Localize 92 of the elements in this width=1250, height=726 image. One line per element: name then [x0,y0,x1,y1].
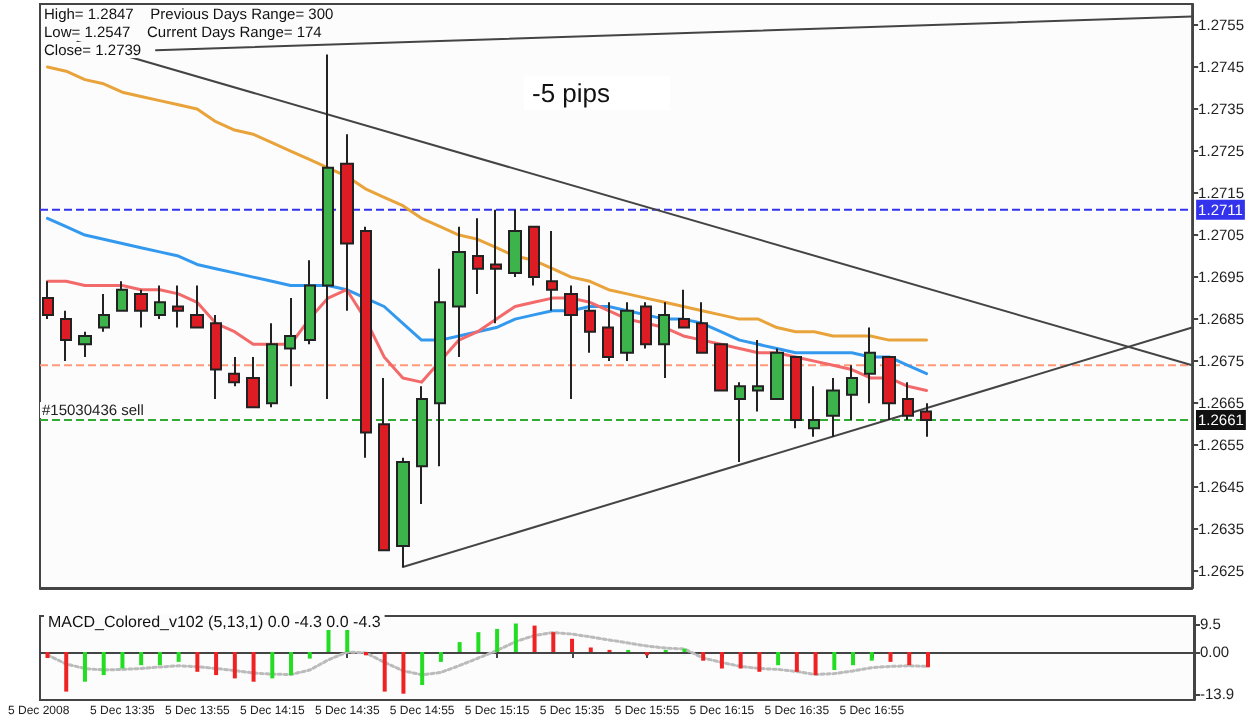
bar [757,652,762,672]
bar [813,652,818,676]
bar [82,652,87,682]
candlestick [584,284,596,354]
candlestick [340,133,354,312]
candlestick [528,225,540,287]
bar [120,652,125,669]
bar [401,652,406,694]
line-series [45,216,929,376]
bar [270,652,275,679]
candlestick [416,385,428,505]
candlestick [98,292,110,333]
bar [513,623,518,652]
candlestick [284,297,296,388]
candlestick [620,301,634,363]
candlestick [882,355,896,421]
bar [476,632,481,652]
candlestick [228,355,240,388]
candlestick [826,376,840,438]
bar [64,652,69,692]
bar [701,652,706,661]
candlestick [360,225,372,459]
candlestick [78,330,92,358]
candlestick [902,381,914,421]
bar [157,652,162,666]
bar [888,652,893,662]
bar [251,652,256,682]
candlestick [790,355,802,430]
bar [195,652,200,672]
line-series [45,65,929,342]
chart-title: MACD_Colored_v102 (5,13,1) 0.0 -4.3 0.0 -4.3 [48,613,382,631]
candlestick [602,301,614,363]
bar [907,652,912,666]
bar [232,652,237,679]
candlestick [472,217,484,295]
bar [307,652,312,659]
candlestick [640,301,652,350]
annotation: -5 pips [532,78,612,108]
candlestick [42,280,54,321]
candlestick [752,339,764,413]
candlestick [864,326,876,405]
bar [551,632,556,652]
candlestick [846,364,858,421]
line-series [45,631,930,677]
candlestick [396,456,410,568]
candlestick [134,288,148,329]
bar [420,652,425,685]
candlestick [808,385,820,438]
bar [851,652,856,666]
candlestick [172,284,184,329]
bar [925,652,930,668]
bar [139,652,144,666]
candlestick [246,355,260,409]
bar [382,652,387,692]
candlestick [658,301,670,379]
candlestick [116,280,128,312]
bar [570,638,575,652]
candlestick [378,376,390,552]
candlestick [154,284,166,321]
bar [457,642,462,652]
candlestick [678,288,690,329]
bar [495,628,500,652]
bar [532,625,537,652]
candlestick [508,208,522,279]
candlestick [770,347,784,400]
bar [101,652,106,676]
bar [45,652,50,658]
bar [719,652,724,669]
candlestick [60,309,72,363]
candlestick [920,402,932,438]
bar [214,652,219,676]
candlestick [564,284,578,400]
candlestick [714,343,728,392]
bar [832,652,837,670]
candlestick [190,284,204,329]
candlestick [434,267,446,468]
candlestick [452,225,466,358]
candlestick [696,301,708,354]
bar [776,652,781,666]
bar [438,652,443,662]
bar [289,652,294,676]
candlestick [546,229,558,312]
bar [794,652,799,672]
bar [176,652,181,662]
bar [738,652,743,669]
candlestick [304,259,316,346]
candlestick [266,322,278,409]
candlestick [210,313,222,400]
candlestick [734,381,746,463]
candlestick [322,53,334,400]
line-series [45,279,929,393]
candlestick [490,208,502,325]
